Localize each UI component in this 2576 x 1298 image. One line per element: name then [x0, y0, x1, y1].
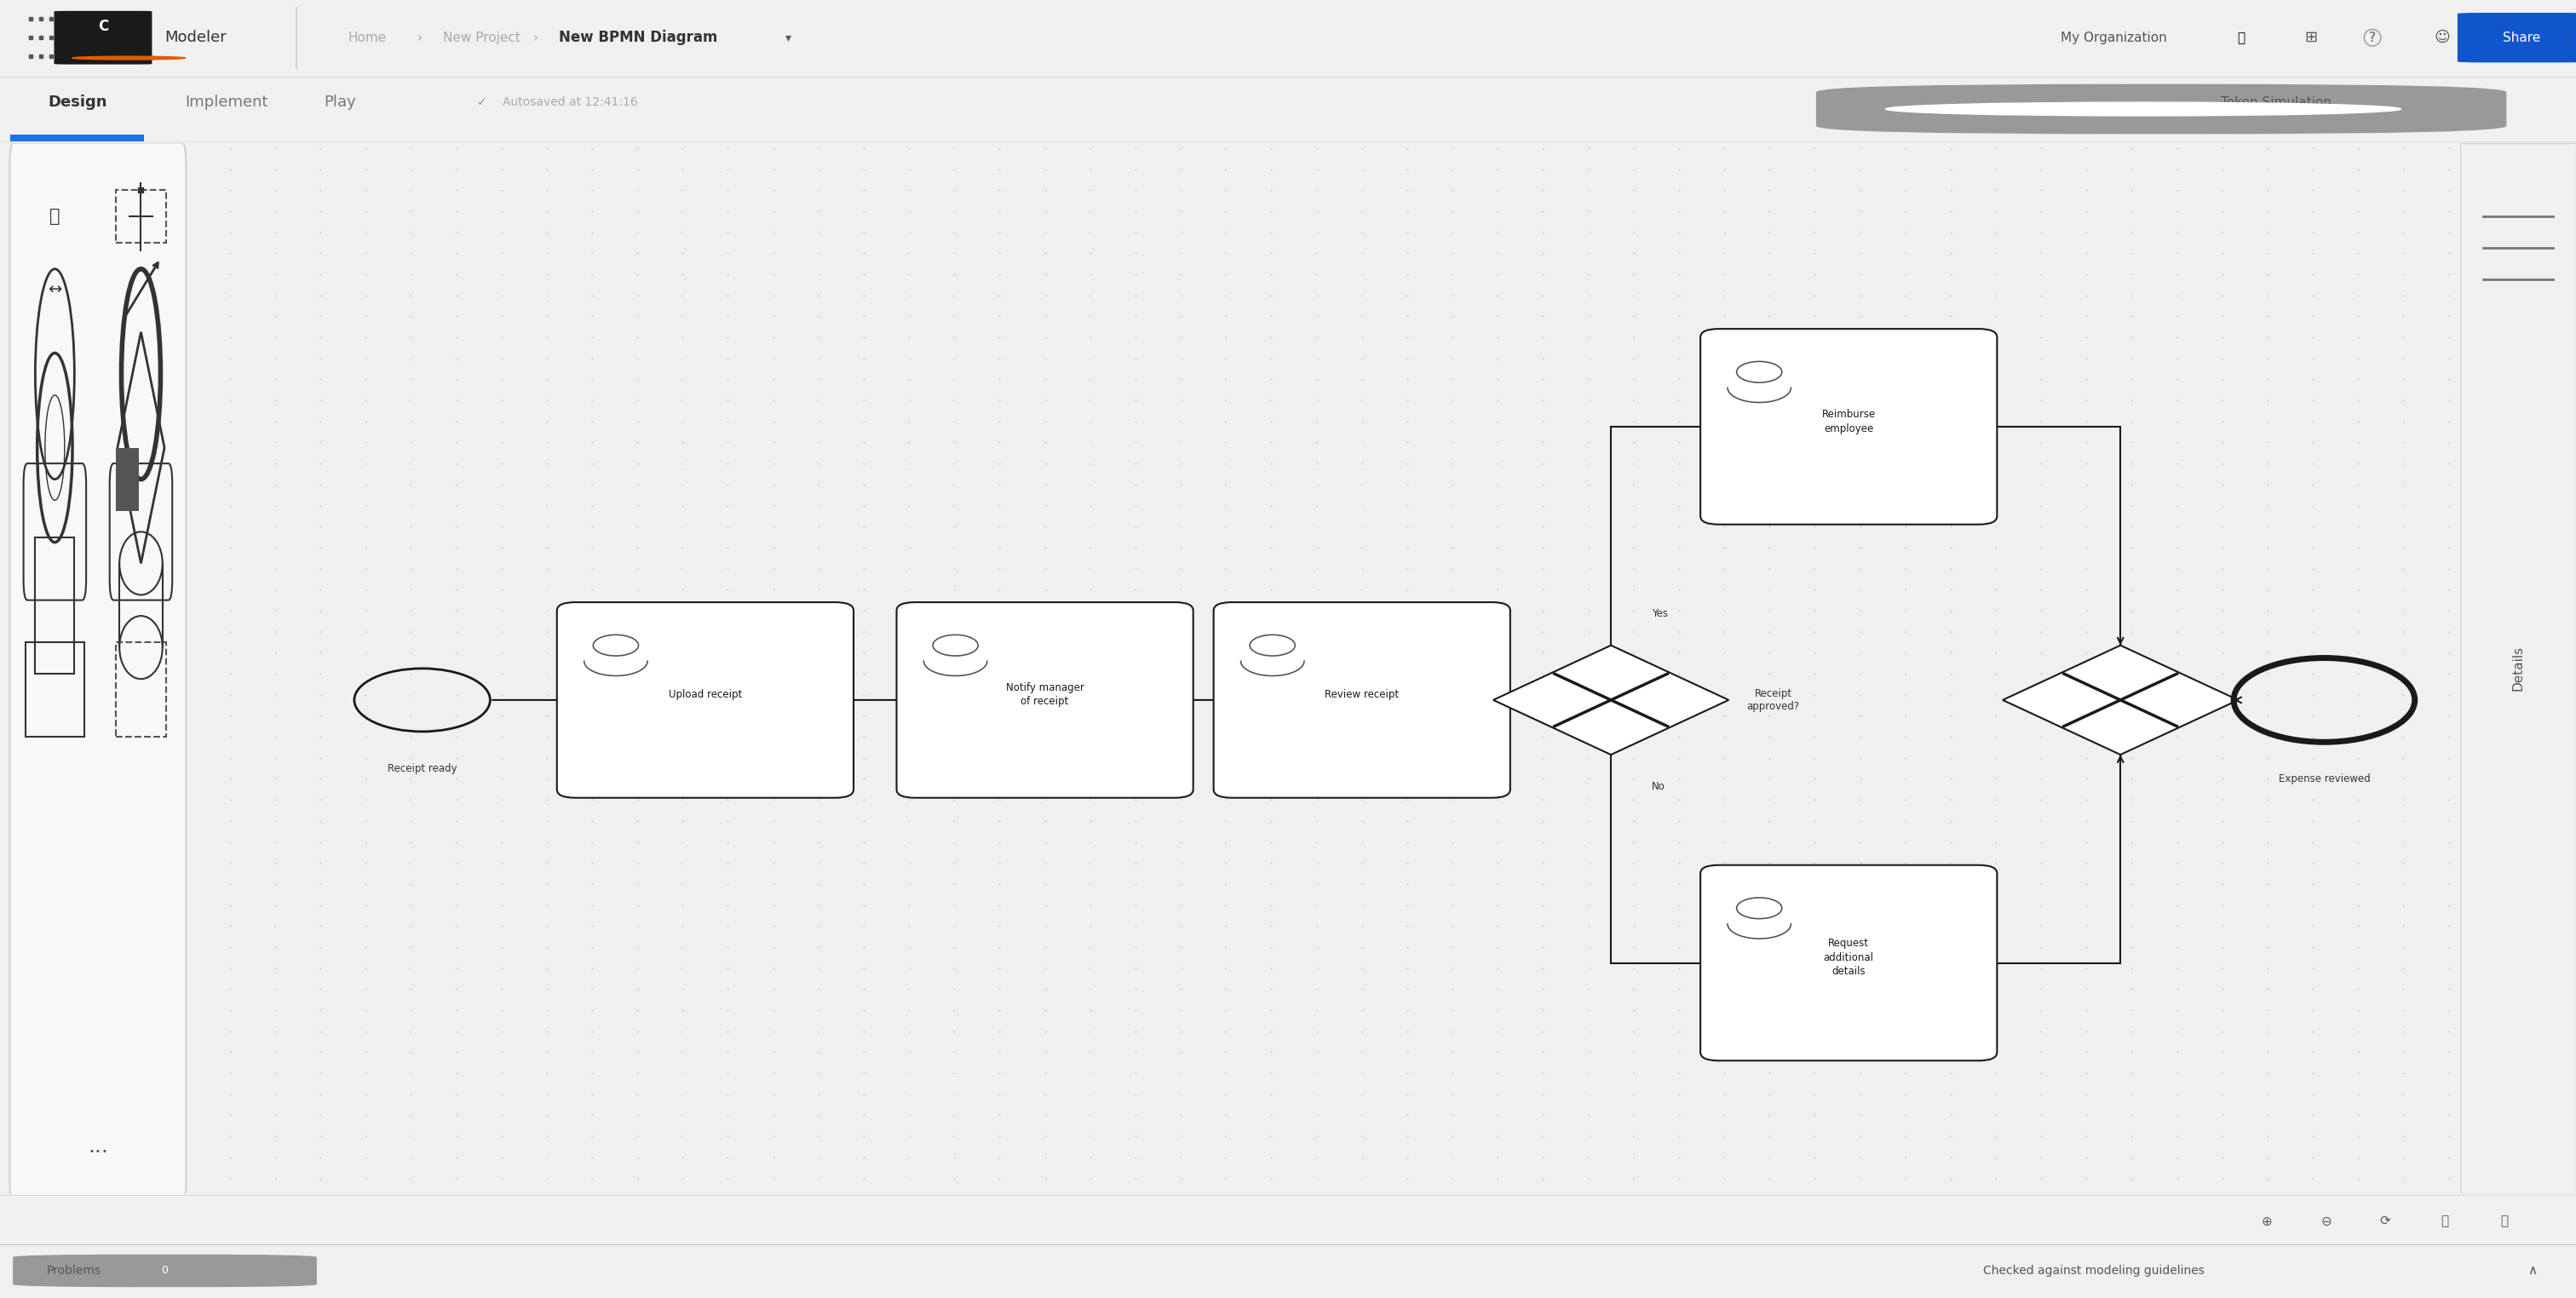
Text: Upload receipt: Upload receipt	[670, 689, 742, 701]
Text: ?: ?	[2370, 31, 2375, 44]
FancyBboxPatch shape	[2458, 13, 2576, 62]
Text: Autosaved at 12:41:16: Autosaved at 12:41:16	[502, 96, 636, 108]
Text: ↔: ↔	[49, 282, 62, 299]
Text: ▾: ▾	[786, 31, 791, 44]
Text: Expense reviewed: Expense reviewed	[2277, 774, 2370, 785]
FancyBboxPatch shape	[10, 143, 185, 1205]
Text: Receipt ready: Receipt ready	[386, 763, 456, 774]
Text: ☺: ☺	[2434, 30, 2450, 45]
Text: Problems: Problems	[46, 1264, 100, 1277]
Text: ⟳: ⟳	[2380, 1215, 2391, 1228]
Text: ›: ›	[533, 31, 538, 44]
Text: Review receipt: Review receipt	[1324, 689, 1399, 701]
FancyBboxPatch shape	[896, 602, 1193, 798]
Text: Implement: Implement	[185, 95, 268, 110]
Text: 0: 0	[162, 1266, 167, 1276]
Text: ⊞: ⊞	[2303, 30, 2318, 45]
Text: Checked against modeling guidelines: Checked against modeling guidelines	[1984, 1264, 2205, 1277]
Text: Play: Play	[325, 95, 355, 110]
Text: C: C	[98, 18, 108, 34]
Text: ⤢: ⤢	[2439, 1215, 2450, 1228]
FancyBboxPatch shape	[1700, 864, 1996, 1060]
FancyBboxPatch shape	[54, 10, 152, 65]
Text: Notify manager
of receipt: Notify manager of receipt	[1005, 683, 1084, 707]
Text: Token Simulation: Token Simulation	[2221, 96, 2331, 109]
Text: Details: Details	[2512, 646, 2524, 691]
Text: No: No	[1651, 781, 1664, 792]
Text: ⋮: ⋮	[2558, 30, 2573, 45]
Text: ›: ›	[417, 31, 422, 44]
Text: 🔔: 🔔	[2236, 31, 2246, 44]
Text: ✓: ✓	[477, 96, 487, 108]
Text: ···: ···	[88, 1142, 108, 1162]
Text: ✋: ✋	[49, 208, 59, 225]
FancyBboxPatch shape	[10, 135, 144, 141]
Bar	[116, 190, 167, 243]
FancyBboxPatch shape	[1700, 328, 1996, 524]
Circle shape	[72, 56, 185, 60]
Text: ⊖: ⊖	[2321, 1215, 2331, 1228]
Text: Modeler: Modeler	[165, 30, 227, 45]
Text: Receipt
approved?: Receipt approved?	[1747, 688, 1801, 711]
Text: Home: Home	[348, 31, 386, 44]
Text: Design: Design	[49, 95, 106, 110]
Text: Yes: Yes	[1651, 607, 1667, 619]
FancyBboxPatch shape	[1213, 602, 1510, 798]
Text: ⊕: ⊕	[2262, 1215, 2272, 1228]
Circle shape	[1886, 103, 2401, 116]
Text: New BPMN Diagram: New BPMN Diagram	[559, 30, 719, 45]
Text: My Organization: My Organization	[2061, 31, 2166, 44]
Text: Share: Share	[2504, 31, 2540, 44]
FancyBboxPatch shape	[116, 448, 139, 511]
FancyBboxPatch shape	[556, 602, 853, 798]
FancyBboxPatch shape	[13, 1254, 317, 1288]
Text: ∧: ∧	[2527, 1264, 2537, 1277]
Polygon shape	[2002, 645, 2239, 754]
FancyBboxPatch shape	[1816, 84, 2506, 134]
Polygon shape	[1494, 645, 1728, 754]
Text: Request
additional
details: Request additional details	[1824, 938, 1873, 977]
Bar	[116, 643, 167, 737]
Text: New Project: New Project	[443, 31, 520, 44]
Text: ⤡: ⤡	[2499, 1215, 2509, 1228]
Text: Reimburse
employee: Reimburse employee	[1821, 409, 1875, 434]
